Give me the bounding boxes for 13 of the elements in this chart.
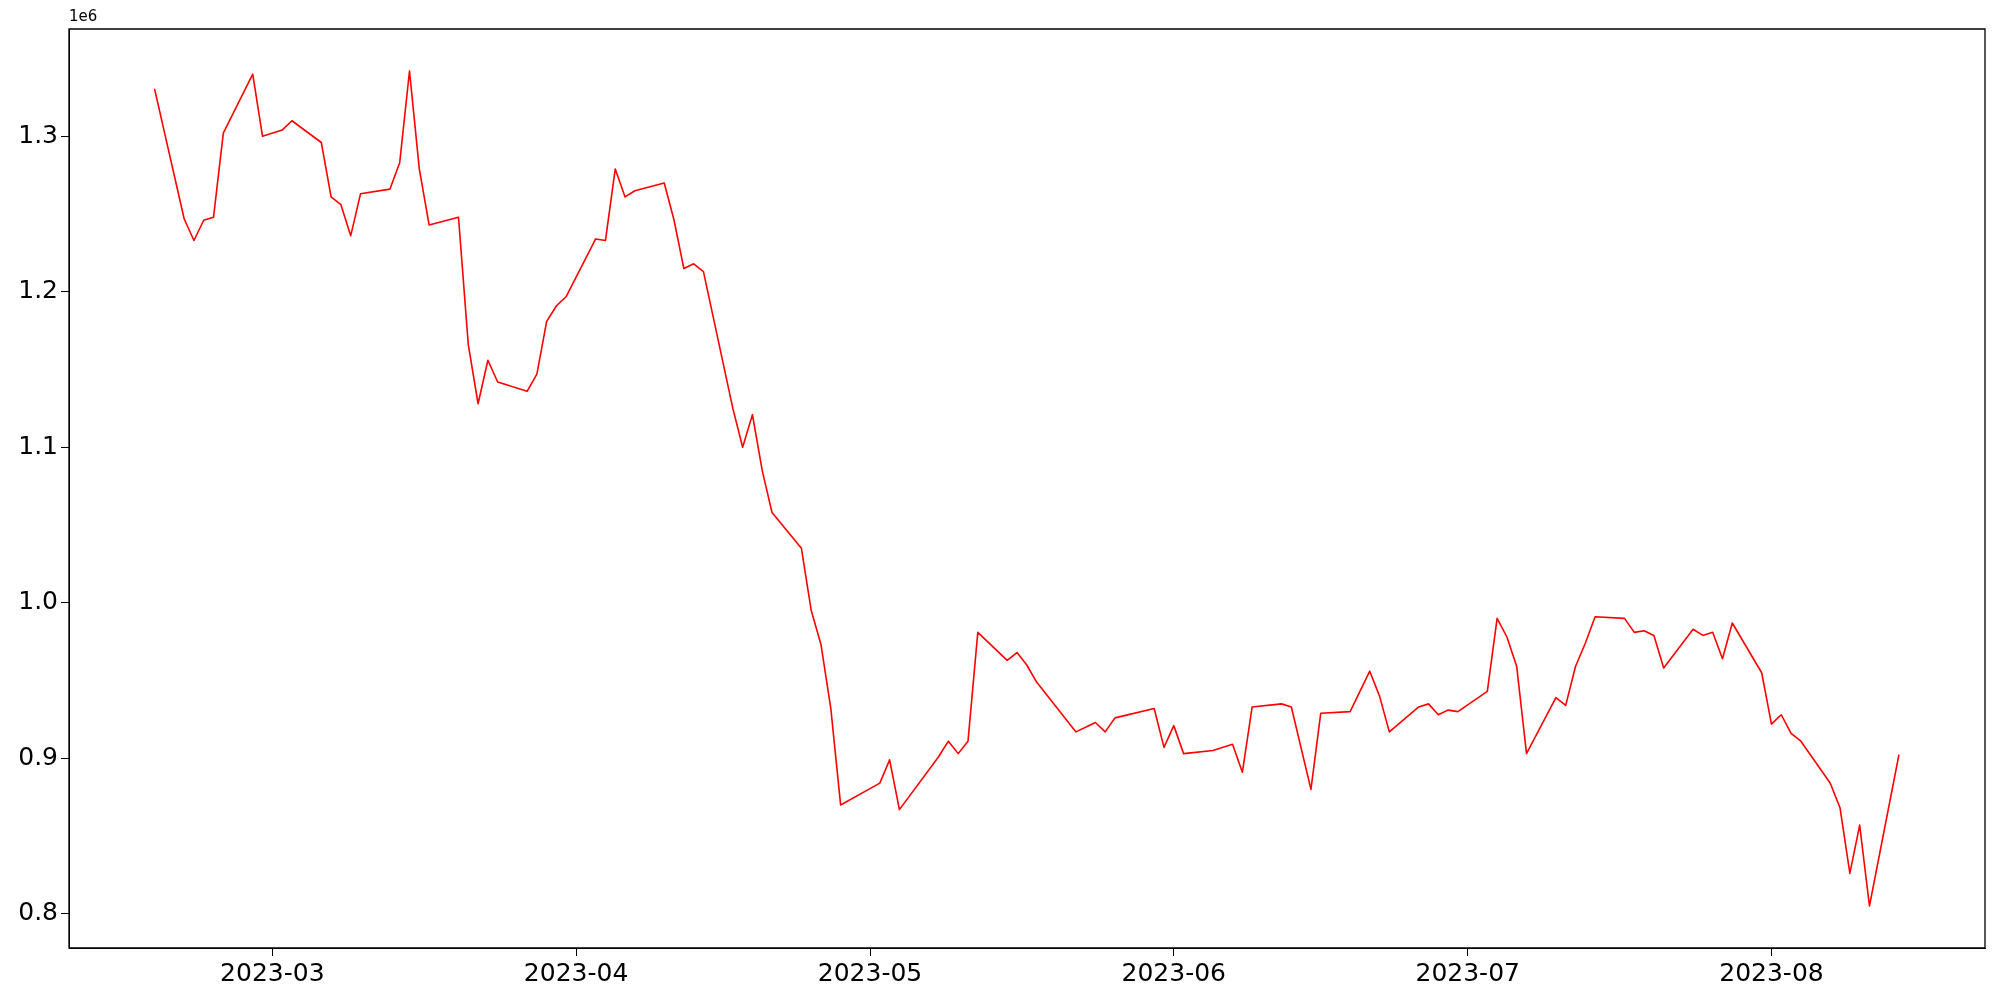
x-tick-label: 2023-06 xyxy=(1121,957,1227,987)
x-tick-label: 2023-08 xyxy=(1719,957,1824,987)
y-tick-label: 0.9 xyxy=(18,741,58,771)
x-tick-label: 2023-05 xyxy=(817,957,923,987)
y-tick-label: 1.1 xyxy=(18,430,58,460)
y-tick-label: 1.3 xyxy=(18,119,58,149)
y-tick-label: 0.8 xyxy=(18,897,58,927)
x-tick-label: 2023-04 xyxy=(523,957,629,987)
y-tick-label: 1.2 xyxy=(18,275,58,305)
y-tick-label: 1.0 xyxy=(18,586,58,616)
x-tick-label: 2023-03 xyxy=(220,957,325,987)
x-tick-label: 2023-07 xyxy=(1415,957,1520,987)
text: 1e6 xyxy=(69,7,98,26)
